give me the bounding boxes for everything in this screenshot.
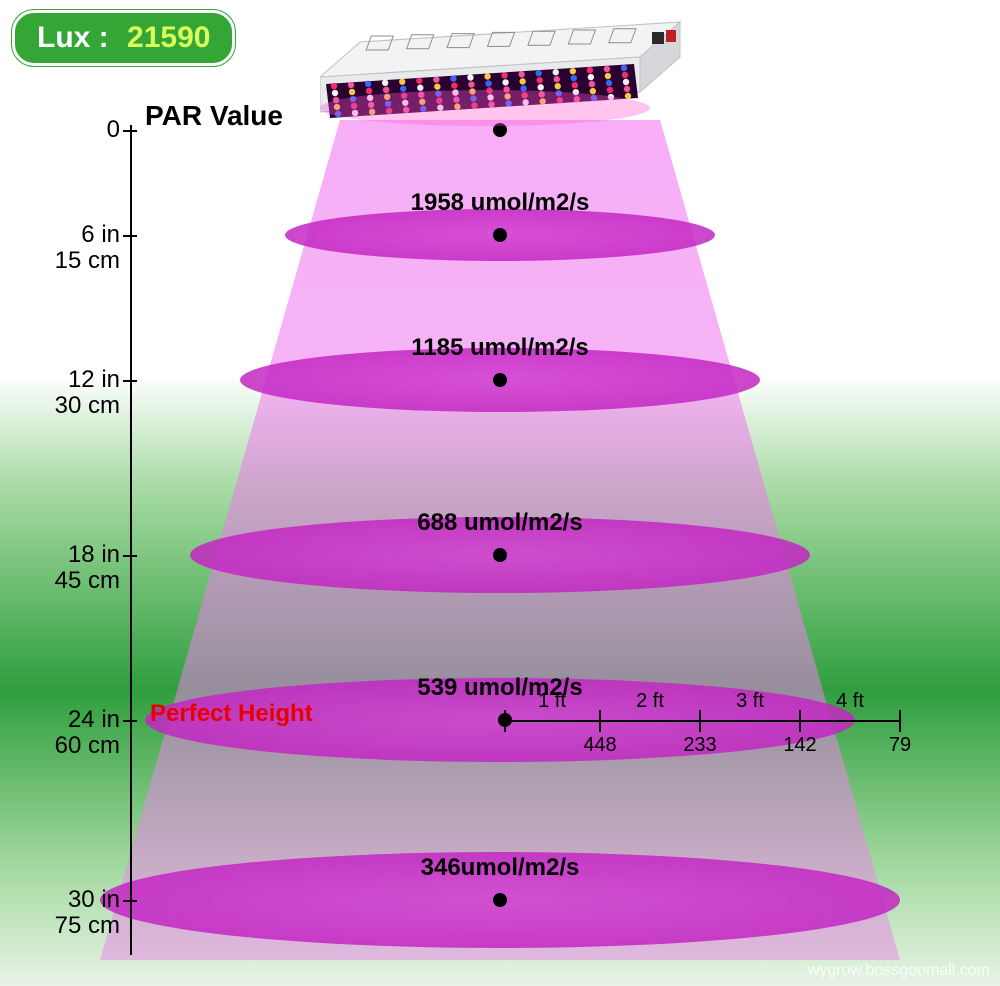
axis-tick [123, 380, 137, 382]
lux-badge: Lux : 21590 [12, 10, 235, 66]
ruler-label-ft: 2 ft [636, 690, 664, 713]
par-disc-dot [493, 373, 507, 387]
axis-label-cm: 30 cm [10, 392, 120, 420]
par-disc-dot [493, 893, 507, 907]
ruler-label-par: 448 [583, 734, 616, 757]
axis-label-in: 30 in [10, 886, 120, 914]
perfect-height-label: Perfect Height [150, 700, 313, 728]
ruler-label-ft: 4 ft [836, 690, 864, 713]
lux-label: Lux : [37, 21, 109, 54]
par-value-label: 346umol/m2/s [421, 854, 580, 882]
ruler-label-ft: 1 ft [538, 690, 566, 713]
axis-tick [123, 720, 137, 722]
par-title: PAR Value [145, 100, 283, 132]
ruler-tick [799, 710, 801, 732]
par-value-label: 688 umol/m2/s [417, 509, 582, 537]
led-fixture [320, 12, 690, 132]
axis-tick [123, 235, 137, 237]
ruler-label-par: 142 [783, 734, 816, 757]
lux-value: 21590 [127, 21, 210, 54]
par-disc-dot [493, 548, 507, 562]
axis-label-in: 18 in [10, 541, 120, 569]
axis-tick [123, 900, 137, 902]
axis-label-in: 0 [10, 116, 120, 144]
ruler-tick [899, 710, 901, 732]
par-disc-dot [493, 228, 507, 242]
axis-label-cm: 45 cm [10, 567, 120, 595]
axis-tick [123, 130, 137, 132]
ruler-tick [599, 710, 601, 732]
vertical-axis [130, 125, 132, 955]
ruler-line [505, 720, 900, 722]
axis-label-cm: 75 cm [10, 912, 120, 940]
axis-label-in: 12 in [10, 366, 120, 394]
par-value-label: 1958 umol/m2/s [411, 189, 590, 217]
ruler-center-dot [498, 713, 512, 727]
axis-tick [123, 555, 137, 557]
axis-label-in: 6 in [10, 221, 120, 249]
ruler-label-par: 79 [889, 734, 911, 757]
ruler-label-ft: 3 ft [736, 690, 764, 713]
axis-label-in: 24 in [10, 706, 120, 734]
ruler-label-par: 233 [683, 734, 716, 757]
ruler-tick [699, 710, 701, 732]
axis-label-cm: 15 cm [10, 247, 120, 275]
axis-label-cm: 60 cm [10, 732, 120, 760]
watermark: wygrow.bossgoomall.com [808, 962, 990, 980]
par-value-label: 1185 umol/m2/s [411, 334, 588, 362]
